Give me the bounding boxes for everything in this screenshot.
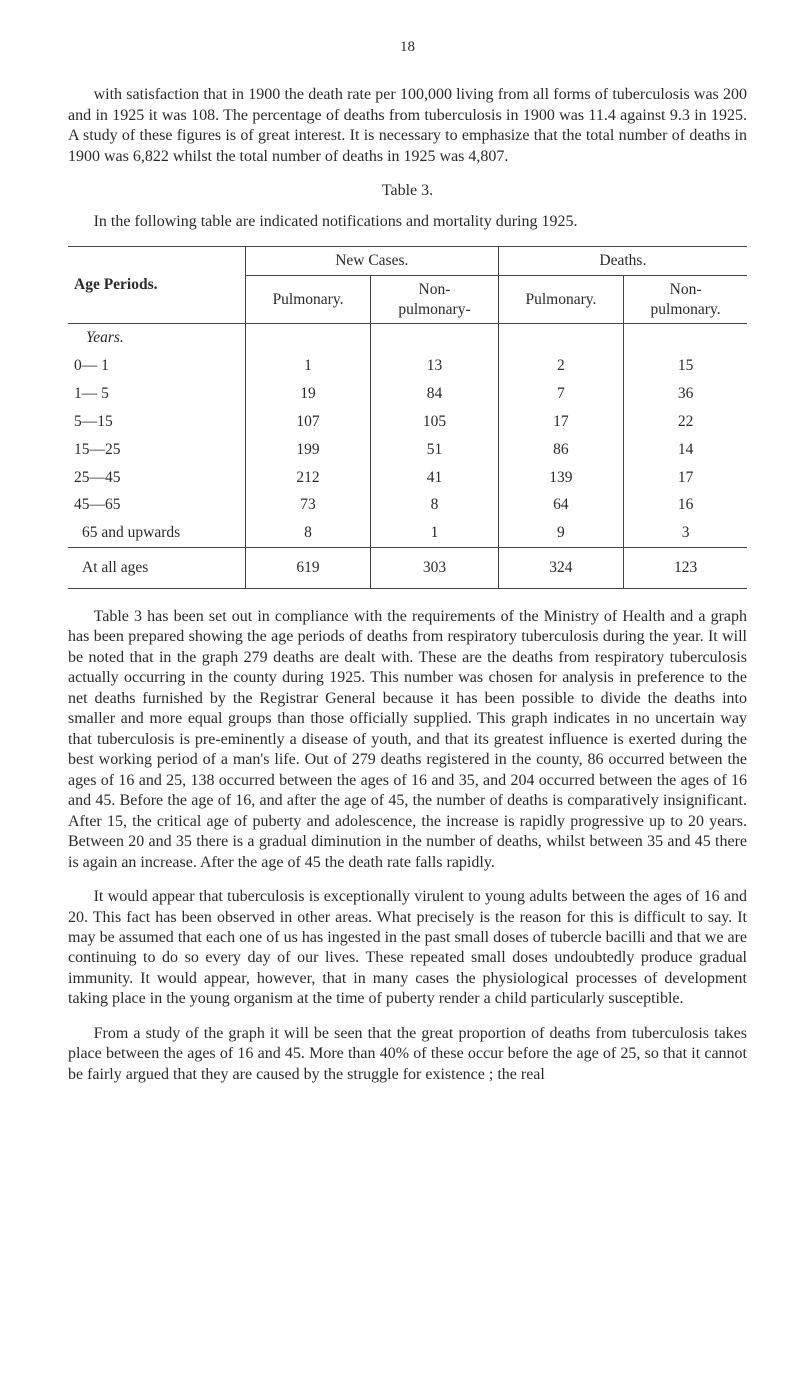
- cell: 16: [624, 491, 747, 519]
- row-label: 5—15: [68, 408, 245, 436]
- cell: 51: [371, 436, 499, 464]
- page: 18 with satisfaction that in 1900 the de…: [0, 0, 801, 1393]
- table-3: Age Periods. New Cases. Deaths. Pulmonar…: [68, 246, 747, 589]
- cell: 9: [498, 519, 623, 547]
- row-label: 0— 1: [68, 352, 245, 380]
- sub-nonpulmonary-nc: Non- pulmonary-: [371, 275, 499, 324]
- paragraph-4: It would appear that tuberculosis is exc…: [68, 887, 747, 1010]
- row-label: 15—25: [68, 436, 245, 464]
- totals-cell: 123: [624, 548, 747, 589]
- col-new-cases: New Cases.: [245, 247, 498, 276]
- cell: 36: [624, 380, 747, 408]
- cell: 2: [498, 352, 623, 380]
- table-row: 65 and upwards 8 1 9 3: [68, 519, 747, 547]
- cell: 19: [245, 380, 370, 408]
- row-label: 45—65: [68, 491, 245, 519]
- sub-nonpulmonary-d: Non- pulmonary.: [624, 275, 747, 324]
- cell: 13: [371, 352, 499, 380]
- table-row: 1— 5 19 84 7 36: [68, 380, 747, 408]
- table-row: 5—15 107 105 17 22: [68, 408, 747, 436]
- cell: 8: [245, 519, 370, 547]
- totals-cell: 303: [371, 548, 499, 589]
- row-label: 1— 5: [68, 380, 245, 408]
- cell: 1: [371, 519, 499, 547]
- cell: 14: [624, 436, 747, 464]
- cell: 22: [624, 408, 747, 436]
- totals-label: At all ages: [68, 548, 245, 589]
- paragraph-5: From a study of the graph it will be see…: [68, 1024, 747, 1085]
- col-deaths: Deaths.: [498, 247, 747, 276]
- totals-cell: 324: [498, 548, 623, 589]
- sub-pulmonary-nc: Pulmonary.: [245, 275, 370, 324]
- cell: 105: [371, 408, 499, 436]
- row-label: 25—45: [68, 464, 245, 492]
- table-body: Years. 0— 1 1 13 2 15 1— 5 19 84 7 36: [68, 324, 747, 588]
- cell: 199: [245, 436, 370, 464]
- table-row: 0— 1 1 13 2 15: [68, 352, 747, 380]
- cell: 41: [371, 464, 499, 492]
- sub-pulmonary-d: Pulmonary.: [498, 275, 623, 324]
- totals-cell: 619: [245, 548, 370, 589]
- cell: 107: [245, 408, 370, 436]
- paragraph-1: with satisfaction that in 1900 the death…: [68, 85, 747, 167]
- cell: 139: [498, 464, 623, 492]
- col-age-periods: Age Periods.: [68, 247, 245, 324]
- cell: 86: [498, 436, 623, 464]
- paragraph-2: In the following table are indicated not…: [68, 212, 747, 232]
- paragraph-3: Table 3 has been set out in compliance w…: [68, 607, 747, 873]
- table-caption: Table 3.: [68, 181, 747, 201]
- years-label-row: Years.: [68, 324, 747, 352]
- cell: 1: [245, 352, 370, 380]
- cell: 15: [624, 352, 747, 380]
- cell: 84: [371, 380, 499, 408]
- row-label: 65 and upwards: [68, 519, 245, 547]
- cell: 3: [624, 519, 747, 547]
- totals-row: At all ages 619 303 324 123: [68, 548, 747, 589]
- cell: 7: [498, 380, 623, 408]
- cell: 73: [245, 491, 370, 519]
- years-label: Years.: [68, 324, 245, 352]
- table-row: 25—45 212 41 139 17: [68, 464, 747, 492]
- cell: 8: [371, 491, 499, 519]
- cell: 64: [498, 491, 623, 519]
- cell: 212: [245, 464, 370, 492]
- table-row: 15—25 199 51 86 14: [68, 436, 747, 464]
- page-number: 18: [68, 38, 747, 57]
- cell: 17: [498, 408, 623, 436]
- cell: 17: [624, 464, 747, 492]
- table-row: 45—65 73 8 64 16: [68, 491, 747, 519]
